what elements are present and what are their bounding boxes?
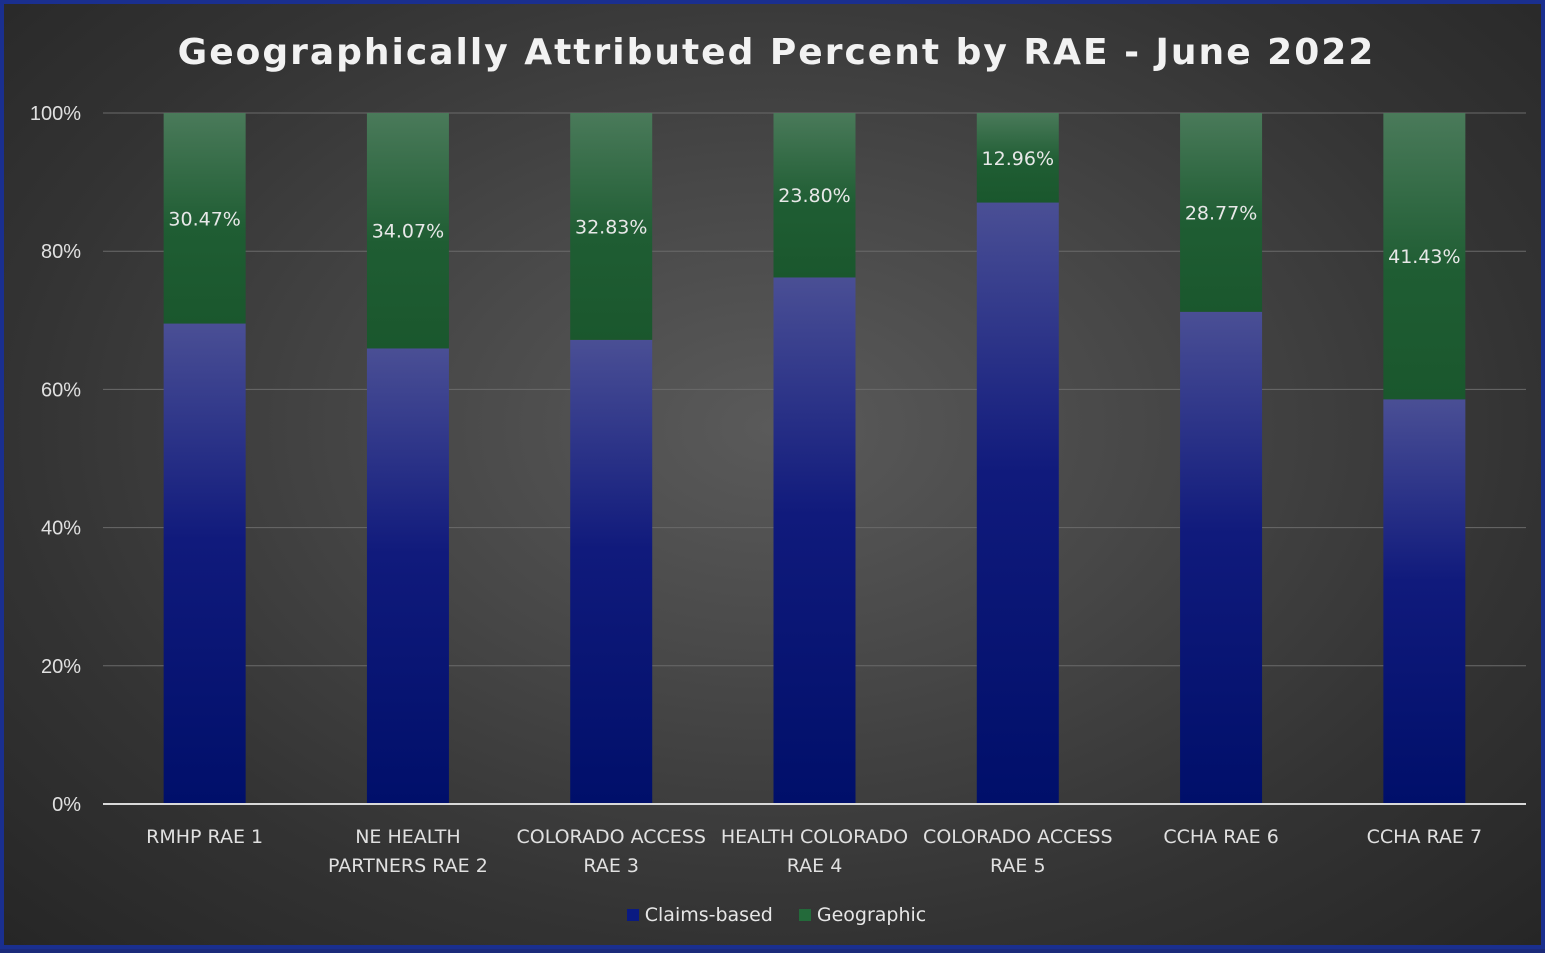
- bar-claims-based: [163, 323, 246, 804]
- y-tick-label: 60%: [41, 379, 81, 401]
- chart-title: Geographically Attributed Percent by RAE…: [177, 32, 1376, 73]
- y-tick-label: 100%: [30, 103, 81, 125]
- bar-geographic: [1383, 113, 1466, 400]
- legend-swatch-geographic: [798, 909, 811, 921]
- x-tick-label: RMHP RAE 1: [146, 826, 263, 848]
- legend-item-geographic: Geographic: [798, 904, 927, 926]
- bar-claims-based: [976, 202, 1059, 805]
- x-tick-label: COLORADO ACCESS: [923, 826, 1112, 848]
- x-tick-label: RAE 5: [990, 855, 1046, 877]
- bar-geographic: [773, 113, 856, 278]
- data-label-geographic: 23.80%: [778, 185, 850, 207]
- bar-claims-based: [1180, 311, 1263, 804]
- x-tick-label: CCHA RAE 6: [1163, 826, 1278, 848]
- legend-label-claims: Claims-based: [644, 904, 773, 926]
- x-tick-label: RAE 4: [787, 855, 843, 877]
- x-tick-label: RAE 3: [583, 855, 639, 877]
- data-label-geographic: 30.47%: [168, 208, 240, 230]
- bar-geographic: [163, 113, 246, 324]
- x-tick-label: COLORADO ACCESS: [516, 826, 705, 848]
- y-tick-label: 40%: [41, 518, 81, 540]
- bar-geographic: [366, 113, 449, 349]
- bar-geographic: [976, 113, 1059, 203]
- data-label-geographic: 34.07%: [372, 221, 444, 243]
- x-tick-label: PARTNERS RAE 2: [328, 855, 488, 877]
- chart-plot: 30.47% 34.07% 32.83% 23.80% 12.96% 28.77% 41.4…: [30, 103, 1526, 877]
- legend-item-claims: Claims-based: [626, 904, 773, 926]
- data-label-geographic: 41.43%: [1388, 246, 1460, 268]
- x-tick-label: HEALTH COLORADO: [721, 826, 908, 848]
- x-tick-label: NE HEALTH: [355, 826, 460, 848]
- bar-claims-based: [366, 348, 449, 804]
- y-tick-label: 0%: [52, 794, 81, 816]
- bar-claims-based: [1383, 399, 1466, 804]
- legend-label-geographic: Geographic: [816, 904, 927, 926]
- bar-claims-based: [773, 277, 856, 804]
- y-tick-label: 80%: [41, 241, 81, 263]
- y-tick-label: 20%: [41, 656, 81, 678]
- x-tick-label: CCHA RAE 7: [1367, 826, 1482, 848]
- legend: Claims-based Geographic: [4, 904, 1545, 926]
- legend-swatch-claims: [626, 909, 639, 921]
- data-label-geographic: 12.96%: [982, 148, 1054, 170]
- bar-geographic: [1180, 113, 1263, 312]
- bar-geographic: [570, 113, 653, 340]
- bar-claims-based: [570, 339, 653, 804]
- data-label-geographic: 32.83%: [575, 216, 647, 238]
- data-label-geographic: 28.77%: [1185, 202, 1257, 224]
